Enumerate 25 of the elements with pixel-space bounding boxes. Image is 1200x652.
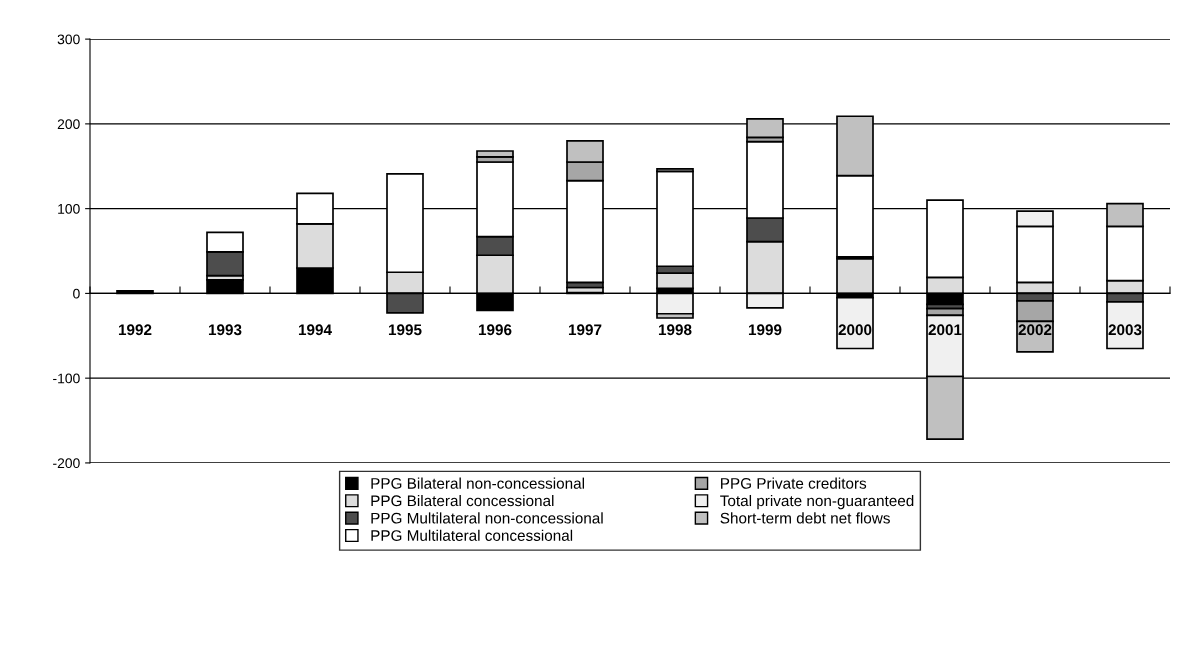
x-tick-label: 1999 <box>748 324 782 336</box>
x-tick-label: 1998 <box>658 324 692 336</box>
x-tick-label: 2002 <box>1018 324 1052 336</box>
y-tick-label: -200 <box>53 458 80 469</box>
x-tick-label: 1996 <box>478 324 512 336</box>
y-tick-label: 300 <box>57 34 80 45</box>
legend-label: PPG Multilateral concessional <box>371 529 573 541</box>
legend-label: PPG Private creditors <box>721 477 867 489</box>
legend-label: PPG Bilateral non-concessional <box>371 477 584 489</box>
legend-label: PPG Multilateral non-concessional <box>371 512 603 524</box>
y-tick-label: 0 <box>73 288 80 299</box>
x-tick-label: 2000 <box>838 324 872 336</box>
legend-label: PPG Bilateral concessional <box>371 494 554 507</box>
x-tick-label: 1994 <box>298 324 332 336</box>
x-tick-label: 2003 <box>1108 324 1142 336</box>
x-tick-label: 1997 <box>568 324 602 336</box>
x-tick-label: 1995 <box>388 324 422 336</box>
y-tick-label: 100 <box>58 203 80 214</box>
x-tick-label: 1992 <box>118 324 152 336</box>
legend-label: Total private non-guaranteed <box>720 494 914 510</box>
y-tick-label: 200 <box>57 119 80 130</box>
x-tick-label: 1993 <box>208 324 242 336</box>
y-tick-label: -100 <box>53 373 80 384</box>
x-tick-label: 2001 <box>928 324 962 336</box>
legend-label: Short-term debt net flows <box>720 512 890 524</box>
